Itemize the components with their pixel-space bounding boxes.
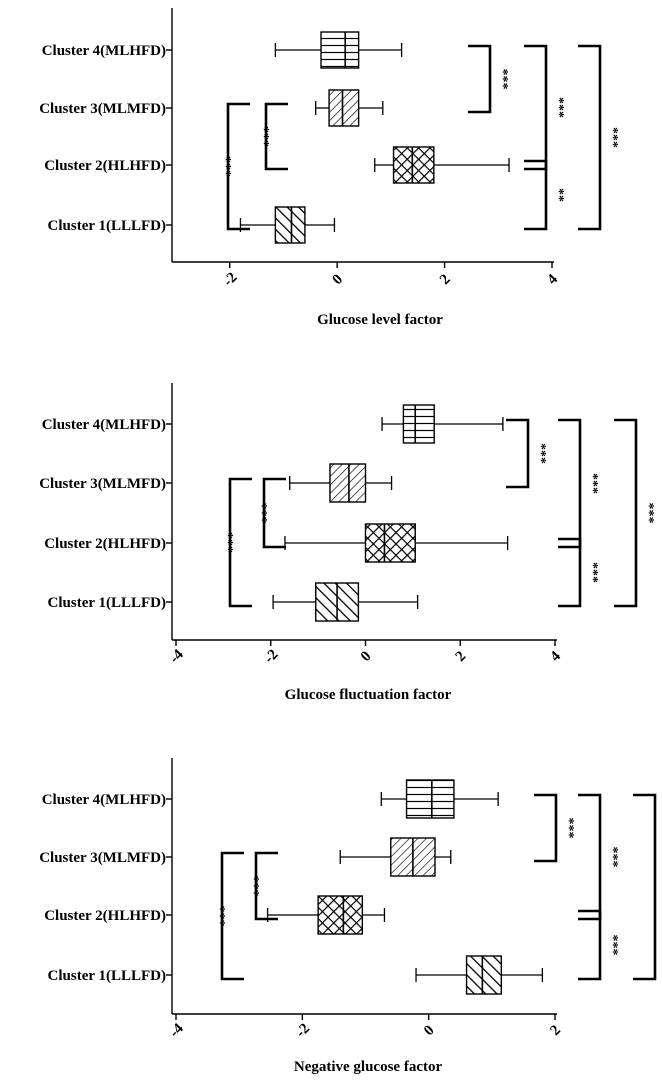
panel-glucose-fluctuation: Glucose fluctuation factor -4 -2 0 2 4 Cluste… (39, 383, 656, 703)
category-label: Cluster 1(LLLFD) (48, 595, 166, 611)
x-tick-label: -2 (261, 647, 281, 667)
x-tick-label: 2 (547, 1022, 564, 1039)
significance-bracket (264, 102, 288, 171)
x-tick-label: -2 (293, 1021, 313, 1041)
significance-label: *** (605, 847, 620, 868)
box-iqr (402, 404, 435, 444)
significance-label: ** (551, 188, 566, 202)
x-tick-label: 2 (437, 271, 454, 288)
significance-label: *** (660, 877, 662, 898)
significance-label: *** (585, 473, 600, 494)
box-2 (284, 523, 509, 563)
significance-label: *** (641, 503, 656, 524)
panel-3-xlabel: Negative glucose factor (294, 1059, 443, 1075)
significance-bracket (506, 418, 530, 489)
significance-bracket (633, 793, 657, 981)
box-2 (266, 895, 386, 935)
significance-label: *** (561, 818, 576, 839)
category-label: Cluster 2(HLHFD) (44, 536, 166, 552)
panel-1-xlabel: Glucose level factor (317, 312, 443, 328)
category-label: Cluster 3(MLMFD) (39, 101, 166, 117)
significance-label: *** (220, 532, 235, 553)
box-iqr (329, 463, 367, 503)
significance-bracket (524, 159, 548, 231)
significance-bracket (254, 851, 278, 921)
significance-bracket (578, 44, 602, 231)
significance-bracket (226, 102, 250, 231)
significance-bracket (534, 793, 558, 863)
box-iqr (320, 31, 360, 69)
category-label: Cluster 4(MLHFD) (42, 417, 166, 433)
significance-bracket (578, 793, 602, 921)
panel-negative-glucose: Negative glucose factor -4 -2 0 2 Cluster 4(… (39, 758, 662, 1075)
significance-label: *** (605, 127, 620, 148)
category-label: Cluster 3(MLMFD) (39, 850, 166, 866)
box-iqr (328, 89, 360, 127)
x-tick-label: -4 (167, 646, 188, 667)
significance-label: *** (212, 906, 227, 927)
box-1 (315, 89, 384, 127)
x-tick-label: -4 (167, 1020, 188, 1041)
x-tick-label: 4 (544, 271, 561, 288)
significance-label: *** (246, 876, 261, 897)
box-iqr (392, 146, 435, 184)
box-3 (415, 955, 544, 995)
significance-label: *** (605, 935, 620, 956)
significance-bracket (228, 477, 252, 608)
significance-bracket (524, 44, 548, 171)
significance-bracket (558, 537, 582, 608)
x-tick-label: 0 (358, 648, 375, 665)
category-label: Cluster 4(MLHFD) (42, 792, 166, 808)
box-iqr (274, 206, 306, 244)
box-0 (274, 31, 403, 69)
box-1 (289, 463, 393, 503)
significance-label: *** (218, 156, 233, 177)
significance-bracket (578, 909, 602, 981)
box-0 (381, 404, 504, 444)
x-tick-label: 2 (453, 648, 470, 665)
significance-label: *** (495, 69, 510, 90)
category-label: Cluster 4(MLHFD) (42, 43, 166, 59)
box-iqr (317, 895, 364, 935)
category-label: Cluster 3(MLMFD) (39, 476, 166, 492)
panel-glucose-level: Glucose level factor -2 0 2 4 Cluster 4(MLHF… (39, 8, 620, 328)
significance-bracket (262, 477, 286, 549)
x-tick-label: 0 (421, 1022, 438, 1039)
significance-label: *** (254, 503, 269, 524)
box-3 (239, 206, 336, 244)
box-iqr (364, 523, 416, 563)
box-iqr (405, 779, 455, 819)
x-tick-label: 0 (330, 271, 347, 288)
x-tick-label: 4 (547, 648, 564, 665)
significance-label: *** (256, 126, 271, 147)
significance-bracket (558, 418, 582, 549)
significance-bracket (468, 44, 492, 114)
category-label: Cluster 2(HLHFD) (44, 158, 166, 174)
box-0 (380, 779, 499, 819)
category-label: Cluster 1(LLLFD) (48, 968, 166, 984)
x-tick-label: -2 (220, 270, 240, 290)
box-2 (374, 146, 510, 184)
significance-label: *** (585, 562, 600, 583)
box-1 (339, 837, 452, 877)
significance-bracket (614, 418, 638, 608)
significance-label: *** (533, 443, 548, 464)
significance-bracket (220, 851, 244, 981)
box-3 (272, 582, 419, 622)
box-iqr (465, 955, 503, 995)
category-label: Cluster 1(LLLFD) (48, 218, 166, 234)
panel-2-xlabel: Glucose fluctuation factor (285, 687, 452, 703)
significance-label: *** (551, 97, 566, 118)
category-label: Cluster 2(HLHFD) (44, 908, 166, 924)
